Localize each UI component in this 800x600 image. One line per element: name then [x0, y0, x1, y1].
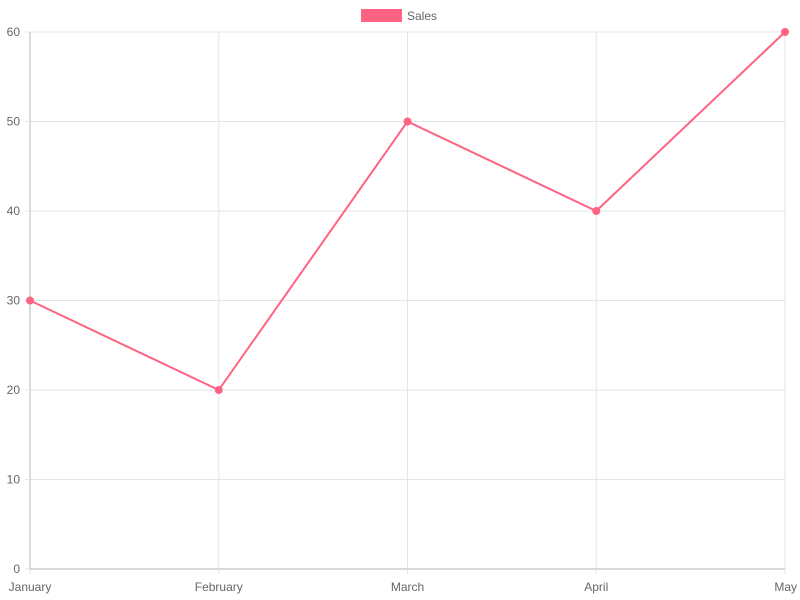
legend-swatch-sales[interactable]	[361, 9, 402, 22]
x-tick-label-may: May	[774, 580, 797, 594]
y-tick-label-30: 30	[7, 294, 21, 308]
data-point-sales-may[interactable]	[781, 28, 789, 36]
series	[26, 28, 789, 394]
y-tick-label-50: 50	[7, 115, 21, 129]
data-point-sales-march[interactable]	[403, 117, 412, 126]
y-tick-label-60: 60	[7, 25, 21, 39]
y-axis-ticks: 0 10 20 30 40 50 60	[7, 25, 30, 576]
y-tick-label-10: 10	[7, 473, 21, 487]
grid-lines	[29, 31, 786, 570]
data-point-sales-january[interactable]	[26, 296, 34, 305]
x-tick-label-march: March	[391, 580, 424, 594]
legend-label-sales[interactable]: Sales	[407, 9, 437, 23]
data-point-sales-april[interactable]	[592, 207, 601, 215]
x-tick-label-april: April	[584, 580, 608, 594]
y-tick-label-40: 40	[7, 204, 21, 218]
data-point-sales-february[interactable]	[214, 386, 223, 394]
x-tick-label-february: February	[195, 580, 243, 594]
y-tick-label-20: 20	[7, 383, 21, 397]
legend[interactable]: Sales	[361, 9, 437, 23]
x-tick-label-january: January	[9, 580, 52, 594]
y-tick-label-0: 0	[13, 562, 20, 576]
x-axis-ticks: January February March April May	[9, 569, 797, 594]
